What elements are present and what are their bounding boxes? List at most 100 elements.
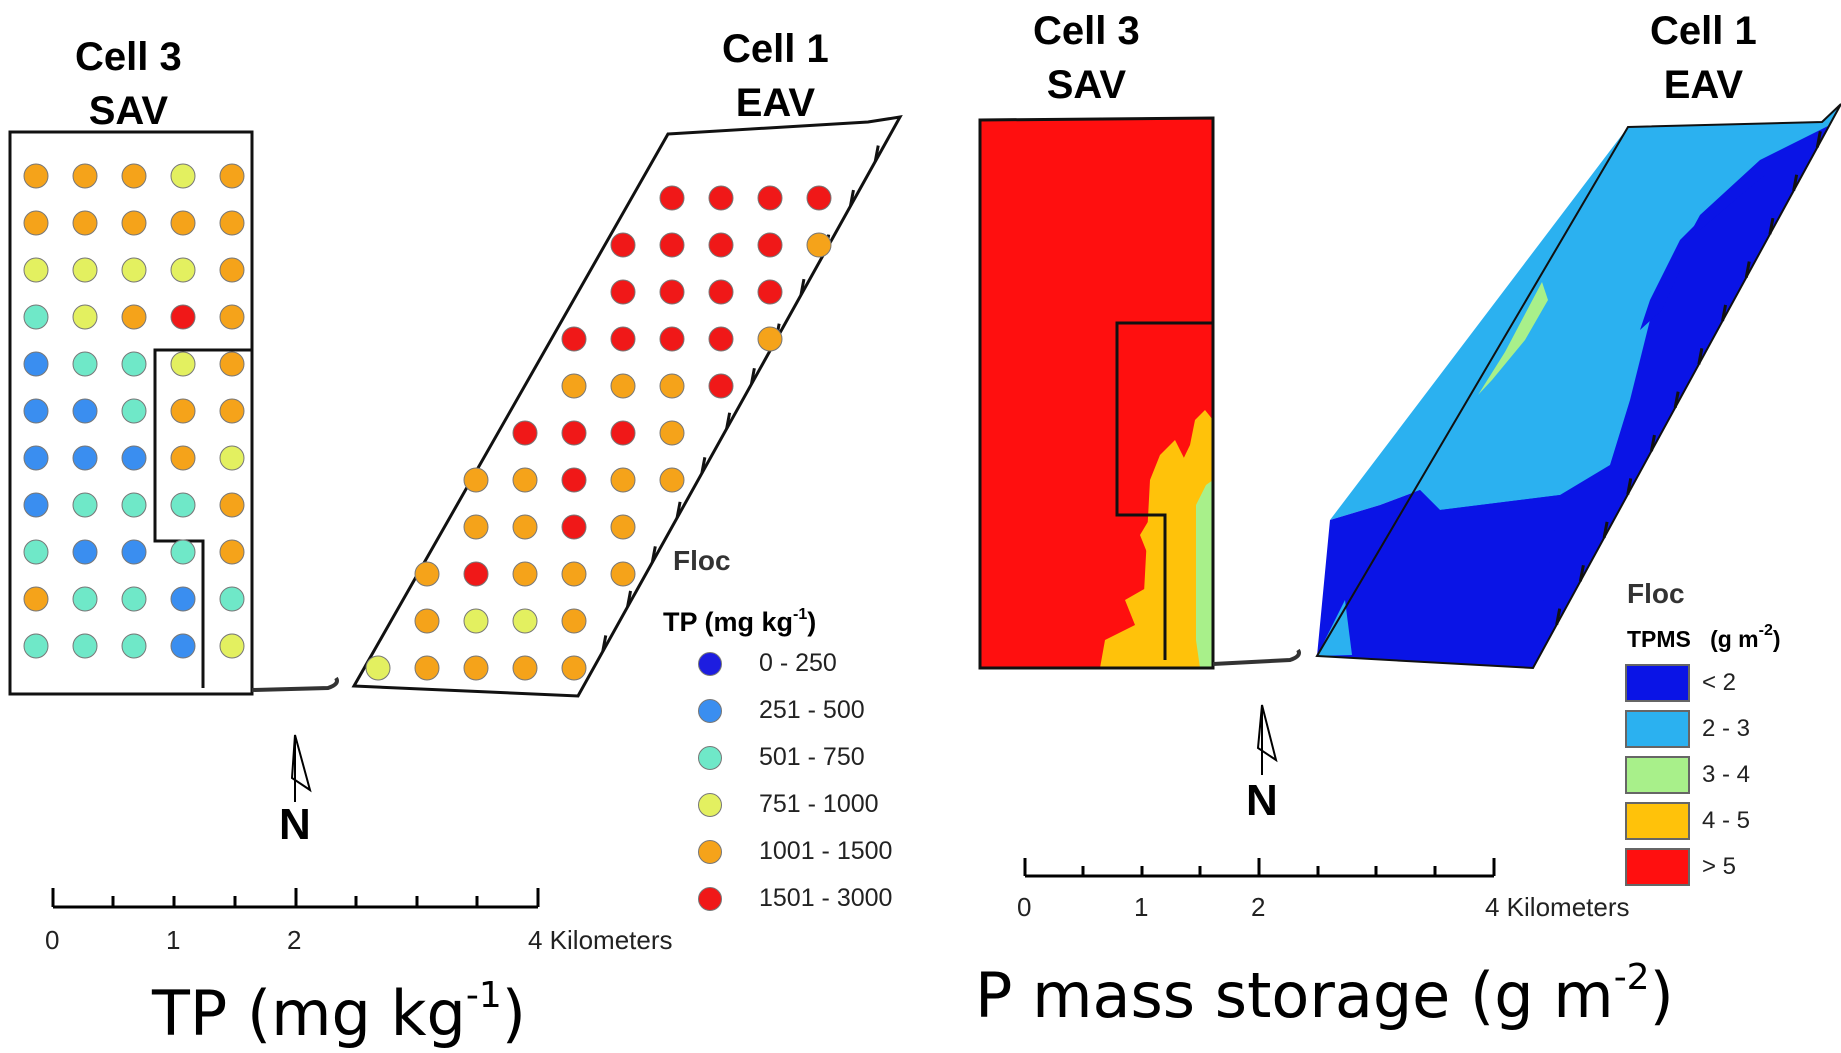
levee-tick	[1721, 304, 1728, 322]
sample-point	[72, 351, 98, 377]
sample-point	[121, 539, 147, 565]
sample-point	[170, 445, 196, 471]
cell3-boundary	[978, 116, 1215, 670]
sample-point	[806, 232, 832, 258]
tp-map-figure	[8, 115, 903, 909]
legend-title: Floc	[673, 545, 731, 576]
tp-map-panel: Cell 3 SAV Cell 1 EAV N Floc TP (mg kg-1…	[8, 22, 903, 1050]
cell1-zone-3-4	[1478, 282, 1548, 395]
sample-point	[757, 326, 783, 352]
cell1-label-line2: EAV	[735, 81, 815, 125]
scale-tick-4: 4 Kilometers	[1485, 892, 1630, 922]
sample-point	[121, 633, 147, 659]
scale-tick-2: 2	[1251, 892, 1266, 922]
cell1-label: Cell 1 EAV	[722, 22, 829, 130]
sample-point	[219, 445, 245, 471]
north-arrow	[290, 734, 312, 802]
levee-tick	[626, 590, 633, 608]
sample-point	[121, 445, 147, 471]
legend-subtitle-end: )	[1772, 626, 1781, 652]
sample-point	[170, 304, 196, 330]
cell3-boundary	[8, 130, 254, 696]
legend-item: 3 - 4	[1625, 752, 1750, 798]
sample-point	[757, 279, 783, 305]
cell3-label: Cell 3 SAV	[1033, 4, 1140, 112]
sample-point	[23, 210, 49, 236]
legend-label: 251 - 500	[759, 696, 865, 724]
sample-point	[23, 351, 49, 377]
tp-title-end: )	[501, 977, 526, 1050]
cell1-levee-ticks	[601, 145, 880, 652]
cell1-zone-lt2-inlet	[1640, 170, 1765, 330]
north-letter: N	[279, 800, 311, 849]
sample-point	[610, 232, 636, 258]
sample-point	[561, 373, 587, 399]
sample-point	[170, 351, 196, 377]
sample-point	[72, 445, 98, 471]
sample-point	[170, 257, 196, 283]
sample-point	[72, 492, 98, 518]
levee-tick	[749, 367, 756, 385]
sample-point	[561, 514, 587, 540]
sample-point	[219, 586, 245, 612]
legend-label: 501 - 750	[759, 743, 865, 771]
sample-point	[219, 539, 245, 565]
sample-point	[23, 492, 49, 518]
legend-label: 0 - 250	[759, 649, 837, 677]
sample-point	[365, 655, 391, 681]
legend-item: > 5	[1625, 844, 1750, 890]
sample-point	[708, 185, 734, 211]
sample-point	[757, 232, 783, 258]
sample-point	[23, 539, 49, 565]
sample-point	[414, 655, 440, 681]
cell1-levee-ticks	[1555, 131, 1822, 625]
cell3-subarea-boundary	[153, 348, 252, 688]
p-storage-map-figure	[978, 103, 1841, 878]
tpms-legend: < 2 2 - 3 3 - 4 4 - 5 > 5	[1625, 660, 1750, 890]
legend-swatch	[1625, 710, 1690, 748]
sample-point	[23, 586, 49, 612]
cell3-label-line1: Cell 3	[1033, 9, 1140, 53]
sample-point	[23, 398, 49, 424]
cell1-zone-lt2-sw	[1317, 490, 1560, 668]
levee-tick	[1815, 131, 1822, 148]
sample-point	[659, 420, 685, 446]
cell3-label-line1: Cell 3	[75, 35, 182, 79]
levee-tick	[601, 635, 608, 652]
sample-point	[72, 257, 98, 283]
legend-swatch	[1625, 848, 1690, 886]
sample-point	[561, 561, 587, 587]
legend-subtitle-a: TPMS	[1627, 626, 1691, 652]
cell1-boundary	[351, 115, 903, 698]
sample-point	[72, 304, 98, 330]
cell3-outlet-channel	[251, 676, 339, 692]
levee-tick	[1578, 564, 1585, 582]
sample-point	[806, 185, 832, 211]
scale-tick-2: 2	[287, 925, 302, 955]
sample-point	[561, 420, 587, 446]
levee-tick	[1602, 521, 1609, 539]
sample-point	[561, 326, 587, 352]
sample-point	[414, 561, 440, 587]
legend-label: 4 - 5	[1702, 807, 1751, 834]
sample-point	[219, 210, 245, 236]
sample-point	[610, 373, 636, 399]
legend-label: 3 - 4	[1702, 761, 1751, 788]
sample-point	[23, 633, 49, 659]
legend-swatch	[698, 839, 722, 864]
cell1-boundary	[1315, 103, 1841, 670]
sample-point	[561, 467, 587, 493]
legend-label: 1001 - 1500	[759, 837, 893, 865]
scale-tick-0: 0	[1017, 892, 1032, 922]
p-title-end: )	[1649, 959, 1674, 1032]
legend-item: 1001 - 1500	[691, 828, 892, 875]
legend-subtitle: TP (mg kg-1)	[663, 606, 816, 638]
sample-point	[463, 561, 489, 587]
levee-tick	[1697, 348, 1704, 365]
sample-point	[561, 608, 587, 634]
tp-figure-title: TP (mg kg-1)	[152, 975, 526, 1050]
legend-item: 251 - 500	[691, 687, 892, 734]
sample-point	[659, 232, 685, 258]
sample-point	[414, 608, 440, 634]
legend-item: 0 - 250	[691, 640, 892, 687]
